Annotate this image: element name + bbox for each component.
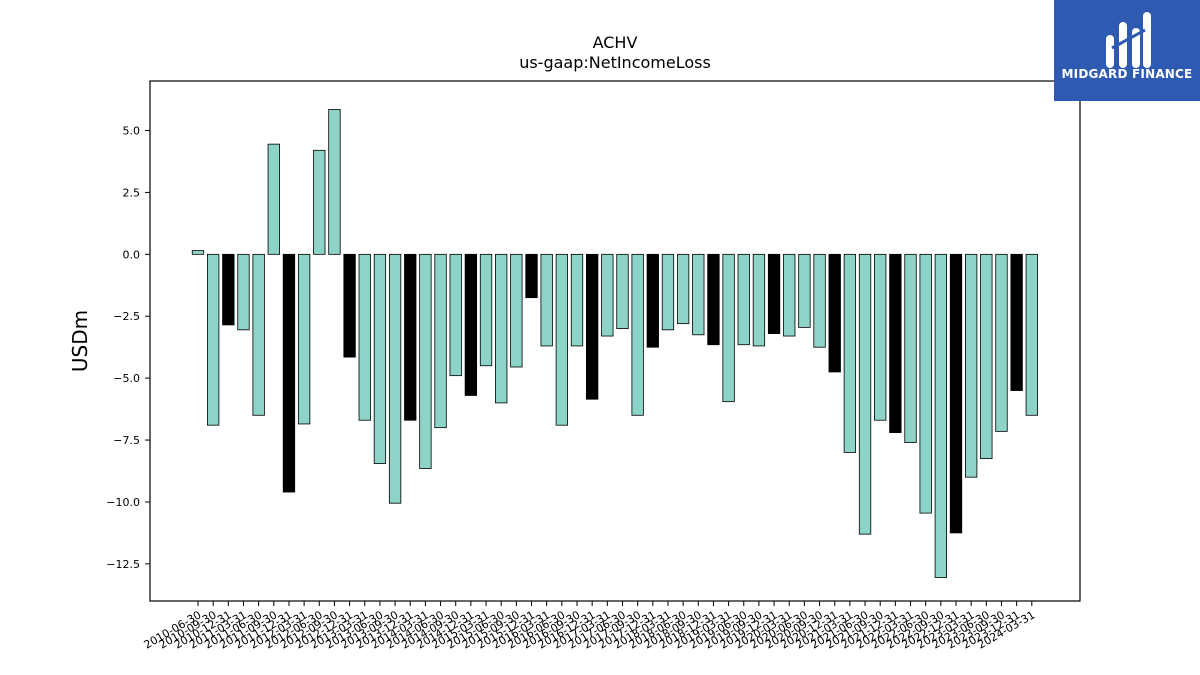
bar-2013-09-30 [388, 253, 402, 504]
bar-2017-06-30 [616, 253, 629, 330]
bar-2021-12-31 [889, 253, 902, 434]
bar-2015-06-30 [495, 253, 508, 404]
bar-2024-03-31 [1025, 253, 1038, 416]
y-tick-label: 0.0 [123, 248, 141, 261]
bar-2023-09-30 [995, 253, 1008, 432]
x-axis: 2010-06-302010-09-302010-12-312011-03-31… [142, 601, 1037, 652]
bar-2015-09-30 [510, 253, 523, 368]
bar-2011-09-30 [267, 143, 280, 255]
bar-2022-12-31 [949, 253, 963, 534]
brand-logo: MIDGARD FINANCE [1054, 0, 1200, 101]
bar-2016-12-31 [586, 253, 599, 400]
bars [191, 109, 1038, 578]
bar-2021-09-30 [874, 253, 887, 421]
bar-2016-09-30 [570, 253, 584, 347]
bar-2014-03-31 [419, 253, 432, 469]
bar-2017-03-31 [601, 253, 614, 337]
y-tick-label: −2.5 [113, 310, 140, 323]
bar-2011-12-31 [282, 253, 296, 493]
bar-2022-06-30 [919, 253, 932, 514]
bar-2021-06-30 [858, 253, 872, 535]
y-tick-label: −5.0 [113, 372, 140, 385]
bar-2013-06-30 [373, 253, 387, 464]
bar-2020-03-31 [783, 253, 796, 337]
bar-2014-06-30 [434, 253, 447, 429]
y-tick-label: 2.5 [123, 186, 141, 199]
bar-2013-03-31 [358, 253, 371, 421]
chart-title: ACHV [593, 33, 638, 52]
bar-2013-12-31 [404, 253, 417, 421]
bar-2010-06-30 [191, 250, 205, 255]
bar-2010-12-31 [222, 253, 235, 326]
bar-2012-09-30 [328, 109, 341, 255]
bar-2012-12-31 [343, 253, 356, 358]
bar-2015-03-31 [479, 253, 493, 367]
bar-2015-12-31 [525, 253, 538, 299]
y-tick-label: −7.5 [113, 434, 140, 447]
bar-2018-06-30 [676, 253, 690, 325]
bar-2016-03-31 [540, 253, 553, 347]
bar-2020-12-31 [828, 253, 841, 373]
bar-2016-06-30 [555, 253, 568, 426]
bar-2012-03-31 [297, 253, 311, 425]
bar-2020-09-30 [813, 253, 826, 348]
bar-2021-03-31 [843, 253, 857, 453]
bar-2018-12-31 [707, 253, 720, 346]
y-axis-label: USDm [68, 310, 92, 372]
bar-2022-03-31 [904, 253, 917, 443]
chart-subtitle: us-gaap:NetIncomeLoss [519, 53, 711, 72]
midgard-logo-icon [1106, 12, 1151, 68]
bar-2019-12-31 [767, 253, 781, 334]
bar-2012-06-30 [313, 149, 326, 255]
y-tick-label: 5.0 [123, 125, 141, 138]
bar-2010-09-30 [207, 253, 220, 426]
bar-2023-12-31 [1010, 253, 1023, 391]
bar-2011-06-30 [252, 253, 265, 416]
bar-2011-03-31 [237, 253, 250, 331]
bar-2019-09-30 [752, 253, 766, 347]
bar-2018-03-31 [661, 253, 675, 331]
bar-2017-12-31 [646, 253, 659, 348]
bar-2019-06-30 [737, 253, 750, 346]
bar-2022-09-30 [934, 253, 947, 578]
y-axis: 5.0 2.5 0.0 −2.5 −5.0 −7.5 −10.0 −12.5 [106, 125, 150, 571]
plot-frame [149, 80, 1081, 602]
bar-2014-12-31 [464, 253, 478, 396]
bar-2017-09-30 [631, 253, 644, 416]
bar-2014-09-30 [449, 253, 462, 377]
bar-2018-09-30 [692, 253, 705, 336]
bar-2019-03-31 [722, 253, 735, 403]
bar-2023-03-31 [965, 253, 978, 478]
bar-2020-06-30 [798, 253, 811, 328]
y-tick-label: −12.5 [106, 558, 140, 571]
y-tick-label: −10.0 [106, 496, 140, 509]
brand-name: MIDGARD FINANCE [1061, 67, 1193, 81]
bar-2023-06-30 [980, 253, 993, 460]
